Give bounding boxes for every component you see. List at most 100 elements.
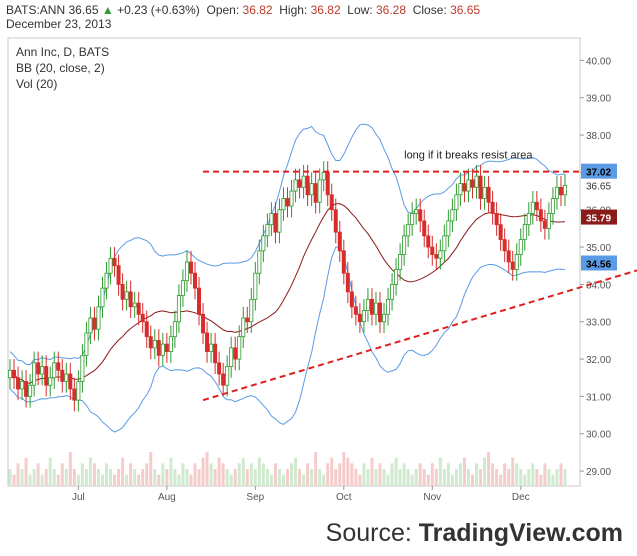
candle-body	[76, 381, 81, 401]
candle-body	[192, 272, 197, 289]
volume-bar	[201, 457, 205, 486]
volume-bar	[374, 469, 378, 486]
volume-bar	[547, 469, 551, 486]
volume-bar	[101, 474, 104, 486]
volume-bar	[346, 457, 350, 486]
candle-body	[88, 317, 93, 334]
volume-bar	[221, 463, 225, 486]
candle-body	[273, 213, 278, 233]
y-tick-label: 35.00	[586, 243, 611, 254]
candle-body	[321, 171, 326, 181]
volume-bar	[185, 469, 189, 486]
candle-body	[538, 209, 543, 222]
candle-body	[474, 175, 479, 188]
bb-lower-band	[9, 246, 566, 433]
volume-bar	[358, 474, 362, 486]
candle-body	[112, 257, 117, 267]
candle-body	[277, 209, 282, 233]
volume-bar	[338, 463, 342, 486]
y-tick-label: 40.00	[586, 56, 611, 67]
x-tick-label: Jul	[72, 492, 85, 503]
volume-bar	[8, 469, 12, 486]
candle-body	[269, 213, 274, 226]
volume-bar	[249, 463, 253, 486]
volume-bar	[72, 469, 76, 486]
price-tag-box	[581, 255, 617, 271]
candle-body	[136, 302, 141, 315]
volume-bar	[273, 463, 277, 486]
y-tick-label: 30.00	[586, 430, 611, 441]
candle-body	[128, 291, 133, 308]
candle-body	[430, 246, 435, 255]
candle-body	[60, 369, 65, 382]
candle-body	[514, 254, 519, 270]
y-tick-label: 29.00	[586, 467, 611, 478]
candle-body	[442, 235, 447, 252]
volume-bar	[310, 469, 314, 486]
y-tick-label: 39.00	[586, 94, 611, 105]
volume-bar	[105, 463, 109, 486]
candle-body	[414, 209, 419, 214]
candle-body	[32, 362, 37, 386]
candle-body	[418, 209, 423, 222]
candle-body	[241, 317, 246, 338]
volume-bar	[458, 463, 462, 486]
volume-bar	[430, 463, 434, 486]
high-value: 36.82	[310, 3, 341, 17]
candle-body	[482, 186, 487, 199]
candle-body	[96, 306, 101, 330]
volume-bar	[229, 474, 233, 486]
volume-bar	[302, 474, 306, 486]
candle-body	[506, 250, 511, 263]
candle-body	[124, 291, 129, 300]
volume-bar	[173, 469, 177, 486]
volume-bar	[96, 469, 100, 486]
quote-date: December 23, 2013	[6, 17, 112, 31]
candle-body	[213, 343, 218, 364]
close-value: 36.65	[450, 3, 481, 17]
volume-bar	[507, 469, 511, 486]
candle-body	[446, 220, 451, 237]
volume-bar	[64, 469, 68, 486]
candle-body	[24, 381, 29, 397]
price-chart[interactable]: 40.0039.0038.0037.0036.0035.0034.0033.00…	[0, 0, 637, 520]
volume-bar	[237, 463, 241, 486]
volume-bar	[117, 469, 121, 486]
candle-body	[398, 254, 403, 270]
volume-bar	[149, 452, 153, 486]
price-tag-label: 36.65	[586, 181, 611, 192]
candle-body	[450, 209, 455, 222]
candle-body	[462, 183, 467, 192]
volume-bar	[24, 457, 28, 486]
volume-bar	[60, 463, 64, 486]
volume-bar	[161, 463, 165, 486]
candle-body	[156, 339, 161, 356]
candle-body	[526, 213, 531, 226]
candle-body	[337, 231, 342, 252]
volume-bar	[551, 474, 555, 486]
volume-bar	[511, 457, 515, 486]
volume-bar	[426, 474, 430, 486]
x-tick-label: Oct	[336, 492, 352, 503]
candle-body	[406, 224, 411, 237]
volume-bar	[153, 469, 157, 486]
candle-body	[353, 306, 358, 315]
candle-body	[257, 250, 262, 274]
candle-body	[44, 366, 49, 386]
volume-bar	[483, 457, 487, 486]
candle-body	[365, 298, 370, 311]
candle-body	[554, 186, 559, 199]
candle-body	[349, 291, 354, 308]
candle-body	[382, 313, 387, 323]
volume-bar	[80, 463, 84, 486]
candle-body	[261, 235, 266, 252]
volume-bar	[217, 457, 221, 486]
volume-bar	[378, 463, 382, 486]
volume-bar	[125, 474, 129, 486]
x-tick-label: Aug	[158, 492, 176, 503]
candle-body	[522, 224, 527, 241]
candle-body	[470, 179, 475, 188]
y-tick-label: 38.00	[586, 131, 611, 142]
volume-bar	[442, 469, 446, 486]
candle-body	[249, 298, 254, 323]
